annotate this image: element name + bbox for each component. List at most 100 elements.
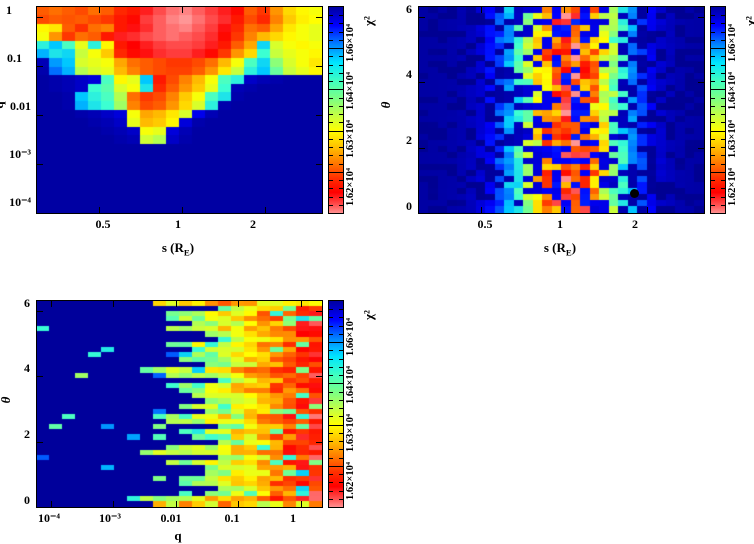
colorbar-tickmark	[329, 400, 333, 401]
colorbar-tickmark	[339, 197, 343, 198]
axis-tickmark	[37, 442, 43, 443]
axis-tickmark	[316, 115, 322, 116]
axis-tickmark	[481, 7, 482, 13]
colorbar-tickmark	[329, 114, 333, 115]
heatmap-plot-s-theta[interactable]	[418, 6, 705, 214]
heatmap-plot-q-theta[interactable]	[36, 300, 323, 508]
heatmap-plot-s-q[interactable]	[36, 6, 323, 214]
colorbar-tickmark	[339, 375, 343, 376]
colorbar-tickmark	[339, 155, 343, 156]
axis-tickmark	[99, 7, 100, 13]
colorbar-tickmark	[339, 56, 343, 57]
colorbar-title: χ²	[361, 310, 376, 320]
colorbar-tickmark	[329, 499, 333, 500]
colorbar-tickmark	[711, 98, 715, 99]
colorbar-tickmark	[339, 441, 343, 442]
colorbar-tickmark	[721, 65, 725, 66]
ytick-label: 0	[24, 493, 30, 507]
colorbar-title: χ²	[361, 16, 376, 26]
colorbar-tickmark	[329, 474, 333, 475]
colorbar-tickmark	[336, 89, 343, 90]
colorbar-tickmark	[721, 81, 725, 82]
colorbar-tickmark	[711, 131, 718, 132]
colorbar-tick-label: 1.62×10⁴	[727, 167, 738, 206]
axis-tickmark	[316, 213, 322, 214]
yaxis-title-q: q	[0, 101, 7, 108]
colorbar-tickmark	[721, 15, 725, 16]
colorbar-tickmark	[336, 425, 343, 426]
colorbar-tickmark	[339, 433, 343, 434]
colorbar-tick-label: 1.62×10⁴	[345, 461, 356, 500]
colorbar-tick-label: 1.64×10⁴	[727, 71, 738, 110]
axis-tickmark	[176, 301, 177, 307]
ytick-label: 4	[406, 67, 412, 81]
colorbar-q-theta[interactable]	[328, 300, 344, 508]
axis-tickmark	[51, 301, 52, 307]
colorbar-s-theta[interactable]	[710, 6, 726, 214]
axis-tickmark	[51, 501, 52, 507]
colorbar-tickmark	[329, 98, 333, 99]
colorbar-tickmark	[711, 205, 715, 206]
colorbar-tick-label: 1.63×10⁴	[345, 119, 356, 158]
colorbar-tickmark	[721, 73, 725, 74]
colorbar-tickmark	[339, 106, 343, 107]
colorbar-tickmark	[336, 172, 343, 173]
colorbar-tickmark	[339, 334, 343, 335]
colorbar-tickmark	[339, 392, 343, 393]
axis-tickmark	[238, 301, 239, 307]
axis-tickmark	[37, 213, 43, 214]
colorbar-tickmark	[339, 205, 343, 206]
ytick-label: 2	[24, 427, 30, 441]
colorbar-tick-label: 1.63×10⁴	[345, 413, 356, 452]
colorbar-tickmark	[336, 466, 343, 467]
yaxis-title-theta: θ	[378, 101, 393, 109]
colorbar-tickmark	[721, 98, 725, 99]
colorbar-tickmark	[711, 122, 715, 123]
axis-tickmark	[564, 207, 565, 213]
colorbar-s-q[interactable]	[328, 6, 344, 214]
colorbar-tickmark	[336, 131, 343, 132]
axis-tickmark	[419, 82, 425, 83]
colorbar-tickmark	[721, 56, 725, 57]
colorbar-gradient	[329, 301, 343, 507]
colorbar-tickmark	[721, 147, 725, 148]
colorbar-tick-label: 1.62×10⁴	[345, 167, 356, 206]
colorbar-tickmark	[339, 32, 343, 33]
axis-tickmark	[176, 501, 177, 507]
colorbar-tickmark	[711, 106, 715, 107]
axis-tickmark	[301, 501, 302, 507]
colorbar-tickmark	[329, 350, 333, 351]
colorbar-tickmark	[329, 425, 336, 426]
colorbar-tickmark	[711, 188, 715, 189]
colorbar-tickmark	[329, 188, 333, 189]
colorbar-tickmark	[339, 482, 343, 483]
axis-tickmark	[265, 207, 266, 213]
colorbar-tickmark	[711, 114, 715, 115]
axis-tickmark	[564, 7, 565, 13]
colorbar-tickmark	[329, 81, 333, 82]
axis-tickmark	[316, 442, 322, 443]
axis-tickmark	[265, 7, 266, 13]
colorbar-tickmark	[336, 48, 343, 49]
colorbar-gradient	[329, 7, 343, 213]
colorbar-tickmark	[721, 197, 725, 198]
colorbar-tickmark	[339, 449, 343, 450]
colorbar-gradient	[711, 7, 725, 213]
colorbar-tickmark	[711, 32, 715, 33]
axis-tickmark	[698, 82, 704, 83]
colorbar-tickmark	[721, 106, 725, 107]
colorbar-tick-label: 1.63×10⁴	[727, 119, 738, 158]
colorbar-tickmark	[329, 491, 333, 492]
axis-tickmark	[481, 207, 482, 213]
colorbar-tickmark	[339, 416, 343, 417]
colorbar-tickmark	[339, 499, 343, 500]
colorbar-tickmark	[711, 180, 715, 181]
colorbar-tickmark	[711, 147, 715, 148]
colorbar-tickmark	[711, 15, 715, 16]
best-fit-marker	[630, 188, 640, 198]
colorbar-tick-label: 1.66×10⁴	[727, 23, 738, 62]
colorbar-tickmark	[329, 131, 336, 132]
heatmap-canvas-s-theta	[419, 7, 704, 213]
axis-tickmark	[37, 311, 43, 312]
ytick-label: 10⁻³	[9, 147, 31, 161]
